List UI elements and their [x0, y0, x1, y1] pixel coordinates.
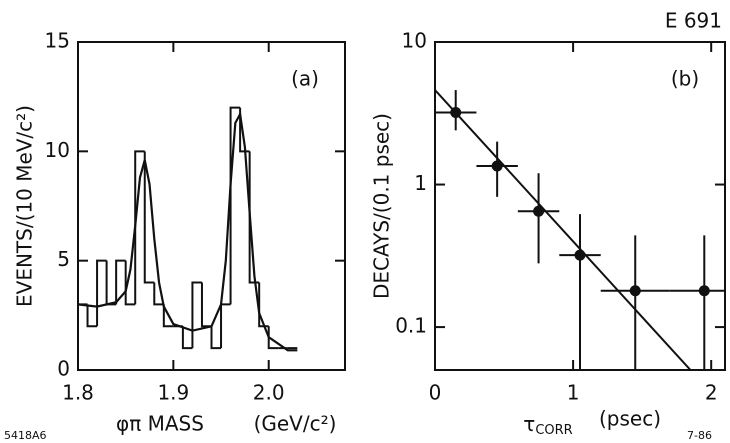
histogram-bin [239, 107, 250, 153]
histogram-bin [134, 150, 145, 305]
fit-line [435, 89, 692, 370]
histogram-bin [267, 326, 279, 350]
fit-curve [77, 110, 298, 352]
x-tick-label: 1.9 [157, 381, 189, 405]
x-axis-label: τ [523, 412, 535, 436]
data-point [629, 285, 641, 297]
data-point [533, 205, 545, 217]
data-point [491, 160, 503, 172]
x-tick-label: 1 [567, 381, 580, 405]
panel-label: (a) [291, 67, 319, 91]
x-tick-label: 1.8 [62, 381, 94, 405]
y-axis-label: EVENTS/(10 MeV/c²) [13, 105, 37, 307]
histogram-bin [210, 326, 222, 350]
x-tick-label: 2 [705, 381, 718, 405]
y-tick-label: 10 [402, 29, 427, 53]
y-axis-label: DECAYS/(0.1 psec) [370, 113, 394, 299]
panel-label: (b) [671, 67, 699, 91]
x-tick-label: 0 [429, 381, 442, 405]
histogram-bin [153, 282, 164, 306]
plot-frame [77, 41, 346, 371]
y-tick-label: 0 [57, 357, 70, 381]
y-tick-label: 5 [57, 247, 70, 271]
plot-area [435, 89, 725, 370]
histogram-bin [191, 281, 202, 349]
histogram-bin [115, 259, 126, 305]
y-tick-label: 1 [414, 171, 427, 195]
y-tick-label: 15 [45, 29, 70, 53]
x-axis-label-sub: CORR [535, 423, 572, 438]
histogram-bin [105, 260, 117, 306]
x-tick-label: 2.0 [253, 381, 285, 405]
histogram-bin [96, 259, 107, 327]
histogram-bin [220, 303, 231, 349]
histogram-bin [77, 303, 88, 370]
y-tick-label: 10 [45, 138, 70, 162]
x-axis-label: τCORR [523, 412, 572, 438]
y-tick-label: 0.1 [395, 314, 427, 338]
histogram-bin [86, 304, 98, 328]
x-axis-unit: (GeV/c²) [254, 412, 337, 436]
data-point [698, 285, 710, 297]
figure-label: E 691 [665, 9, 722, 33]
x-axis-unit: (psec) [599, 407, 661, 431]
data-point [574, 249, 586, 261]
histogram-bin [200, 282, 212, 328]
histogram-bin [229, 106, 241, 305]
corner-label: 5418A6 [4, 429, 47, 442]
corner-label: 7-86 [687, 429, 712, 442]
data-point [450, 107, 462, 119]
x-axis-label: φπ MASS [116, 412, 204, 436]
histogram-bin [143, 151, 155, 284]
histogram-bin [162, 304, 174, 328]
histogram-bin [181, 326, 193, 350]
histogram-bin [124, 260, 136, 306]
